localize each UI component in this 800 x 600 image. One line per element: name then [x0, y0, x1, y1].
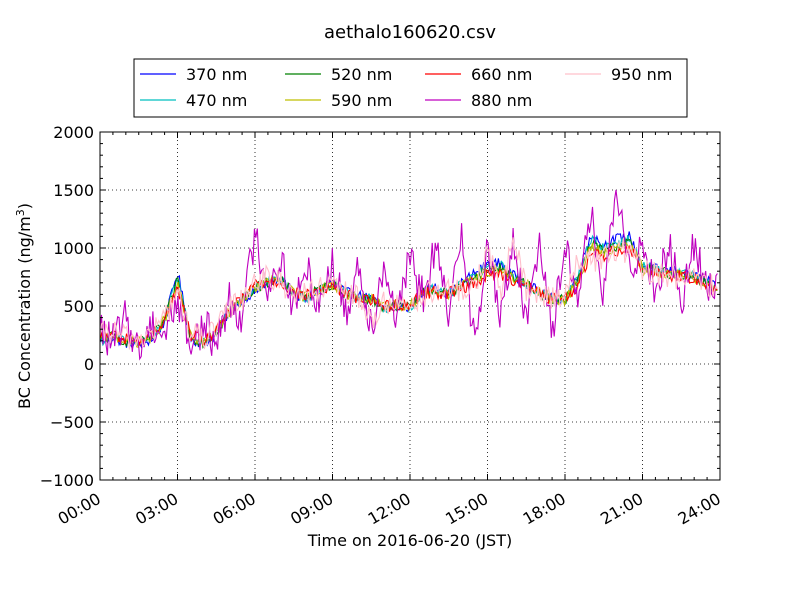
series-layer	[99, 189, 718, 361]
y-tick-label: 1000	[53, 239, 94, 258]
y-tick-label: 500	[63, 297, 94, 316]
legend-label: 660 nm	[471, 65, 532, 84]
y-tick-label: 2000	[53, 123, 94, 142]
legend-label: 880 nm	[471, 91, 532, 110]
legend-label: 590 nm	[331, 91, 392, 110]
series-line	[99, 240, 718, 348]
y-tick-label: −1000	[40, 471, 94, 490]
y-tick-label: 1500	[53, 181, 94, 200]
y-tick-label: −500	[50, 413, 94, 432]
legend-box	[133, 58, 688, 118]
legend-label: 520 nm	[331, 65, 392, 84]
legend-label: 950 nm	[611, 65, 672, 84]
y-axis: 2000 1500 1000 500 0 −500 −1000	[40, 123, 720, 490]
series-line	[99, 237, 718, 350]
chart-title: aethalo160620.csv	[324, 22, 496, 43]
y-tick-label: 0	[84, 355, 94, 374]
x-axis-label: Time on 2016-06-20 (JST)	[307, 531, 512, 550]
series-line	[99, 189, 718, 361]
legend-label: 470 nm	[186, 91, 247, 110]
legend: 370 nm 470 nm 520 nm 590 nm 660 nm 880 nm 950 …	[133, 58, 688, 118]
legend-label: 370 nm	[186, 65, 247, 84]
y-axis-label: BC Concentration (ng/m3)	[14, 203, 34, 409]
